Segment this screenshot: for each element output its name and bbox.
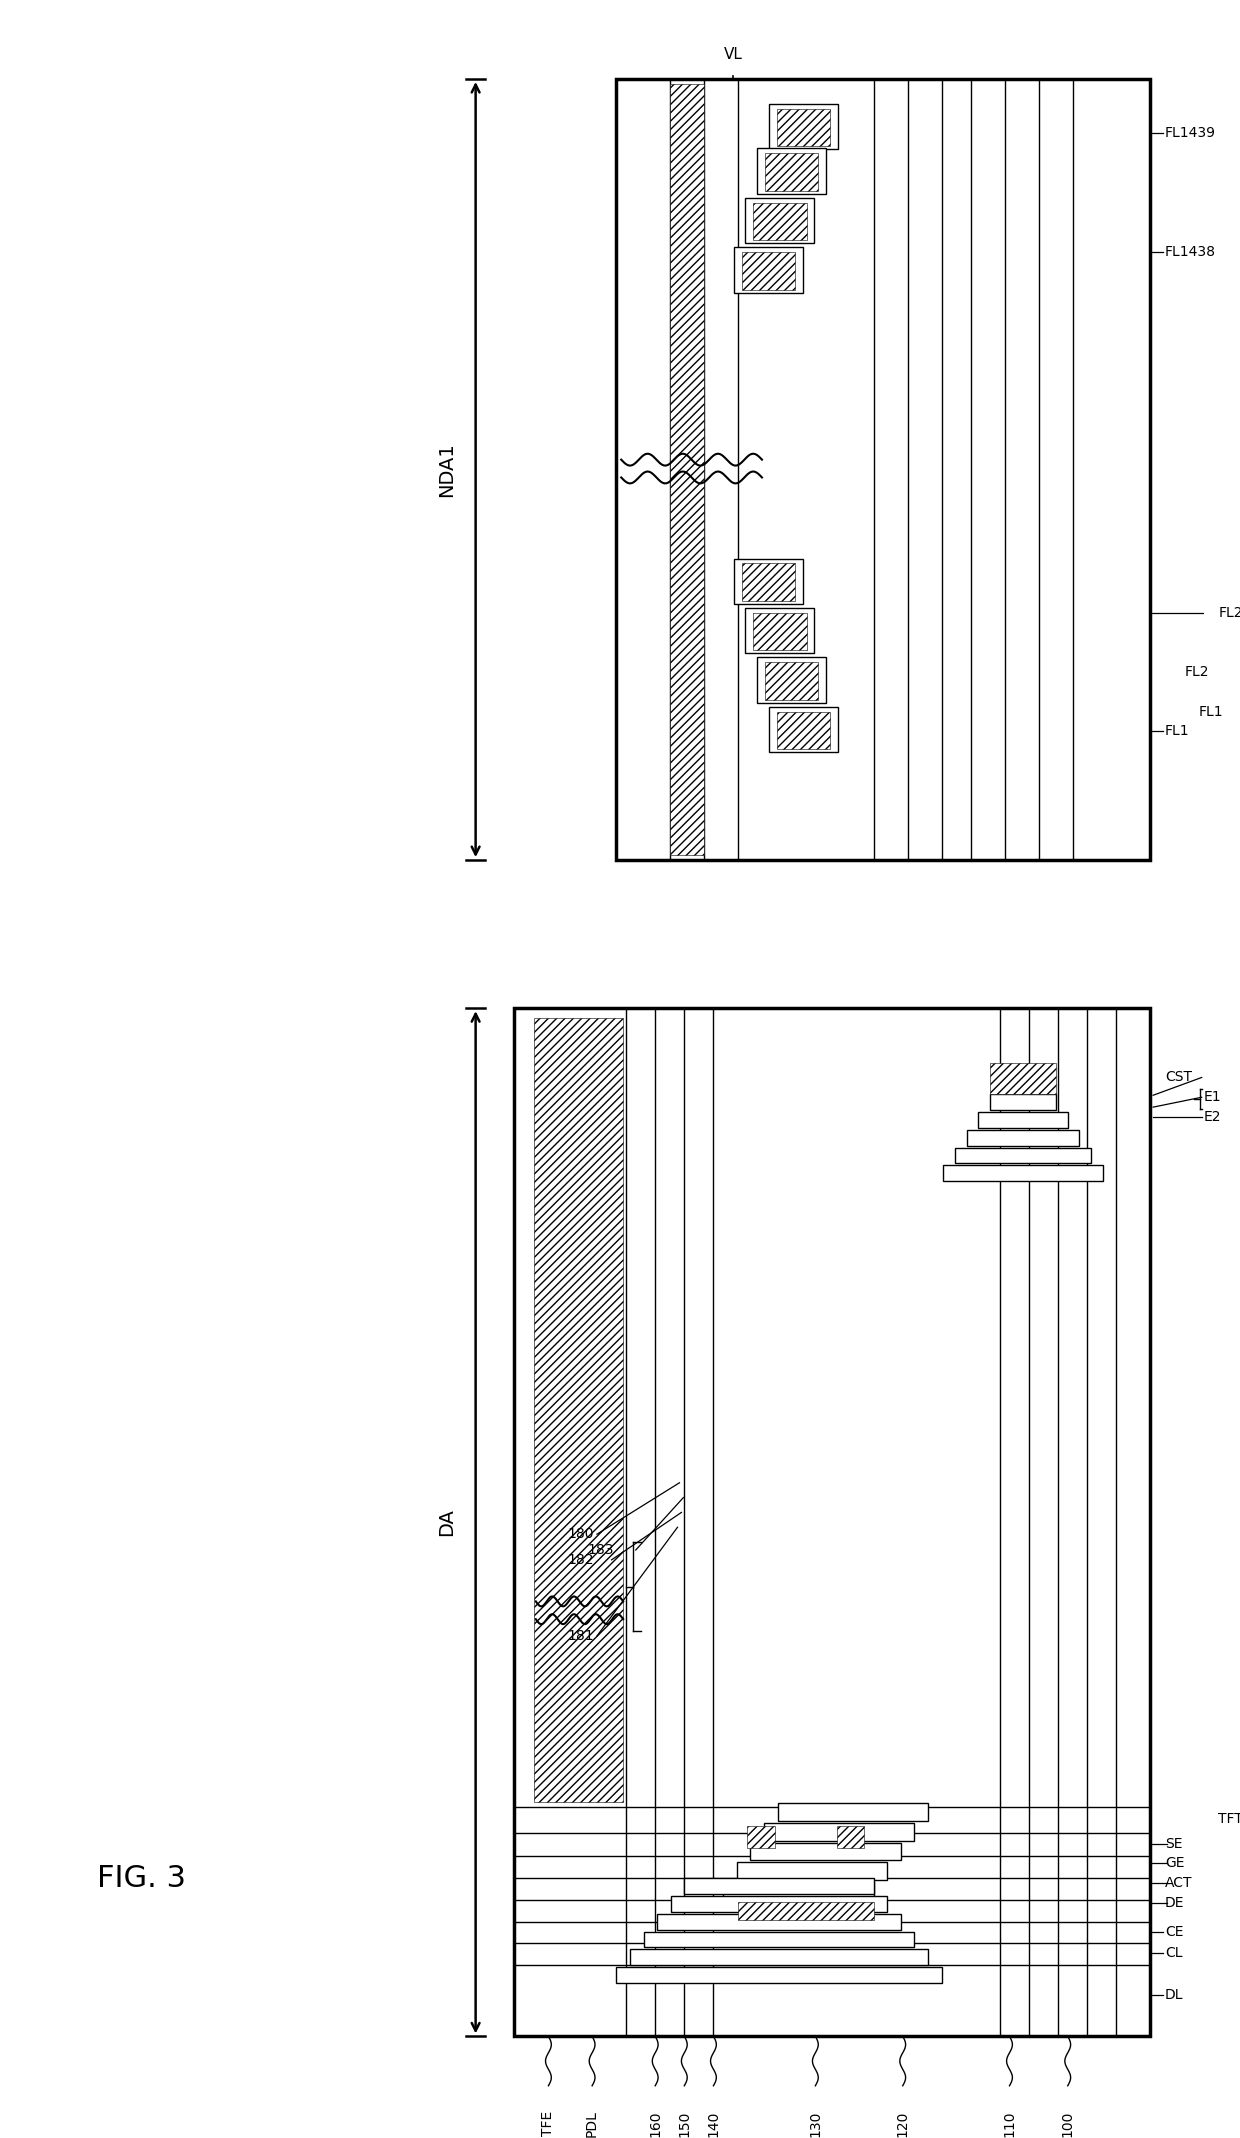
Bar — [671, 1896, 887, 1911]
Text: GE: GE — [1164, 1856, 1184, 1871]
Bar — [630, 1950, 928, 1965]
Bar — [742, 564, 795, 601]
Bar — [723, 1881, 874, 1901]
Bar — [734, 248, 802, 293]
Text: FL1: FL1 — [1199, 706, 1224, 718]
Text: NDA1: NDA1 — [436, 443, 456, 496]
Text: DE: DE — [1164, 1896, 1184, 1909]
Text: CL: CL — [1164, 1946, 1182, 1961]
Bar — [764, 1824, 914, 1841]
Text: TFT: TFT — [1218, 1811, 1240, 1826]
Text: TFE: TFE — [542, 2110, 556, 2136]
Text: 100: 100 — [1060, 2110, 1075, 2136]
Text: 180: 180 — [568, 1527, 594, 1541]
Bar — [967, 1129, 1079, 1146]
Bar — [515, 1009, 1151, 2035]
Bar — [753, 614, 807, 650]
Bar — [737, 1862, 887, 1879]
Bar — [769, 105, 838, 150]
Text: 110: 110 — [1002, 2110, 1017, 2138]
Text: E2: E2 — [1204, 1110, 1221, 1125]
Bar — [758, 148, 826, 195]
Bar — [978, 1112, 1068, 1129]
Bar — [742, 252, 795, 289]
Bar — [738, 1903, 874, 1920]
Text: FL2: FL2 — [1184, 665, 1209, 680]
Bar — [758, 656, 826, 703]
Bar — [765, 154, 818, 190]
Bar — [955, 1148, 1091, 1163]
Text: FIG. 3: FIG. 3 — [97, 1864, 186, 1892]
Bar — [777, 1802, 928, 1822]
Text: DL: DL — [1164, 1988, 1183, 2001]
Text: E1: E1 — [1204, 1090, 1221, 1103]
Text: DA: DA — [436, 1509, 456, 1537]
Text: FL1439: FL1439 — [1164, 126, 1215, 141]
Text: PDL: PDL — [585, 2110, 599, 2138]
Text: FL2: FL2 — [1218, 605, 1240, 620]
Text: FL1: FL1 — [1164, 725, 1189, 738]
Text: CE: CE — [1164, 1924, 1183, 1939]
Bar — [990, 1063, 1056, 1095]
Text: 150: 150 — [677, 2110, 692, 2136]
Text: 182: 182 — [568, 1552, 594, 1567]
Bar — [670, 83, 704, 855]
Bar — [745, 197, 815, 244]
Bar — [616, 79, 1151, 859]
Bar — [944, 1165, 1102, 1182]
Text: 160: 160 — [649, 2110, 662, 2138]
Bar — [776, 712, 830, 748]
Bar — [776, 109, 830, 145]
Text: 130: 130 — [808, 2110, 822, 2136]
Text: 140: 140 — [707, 2110, 720, 2136]
Bar — [748, 1826, 775, 1847]
Bar — [616, 1967, 941, 1982]
Bar — [769, 708, 838, 753]
Text: SE: SE — [1164, 1837, 1182, 1852]
Bar — [644, 1931, 914, 1948]
Text: 181: 181 — [568, 1629, 594, 1642]
Bar — [534, 1018, 624, 1802]
Text: CST: CST — [1164, 1071, 1192, 1084]
Text: 120: 120 — [895, 2110, 910, 2136]
Text: ACT: ACT — [1164, 1877, 1193, 1890]
Bar — [684, 1877, 874, 1894]
Bar — [837, 1826, 864, 1847]
Bar — [734, 558, 802, 603]
Bar — [745, 607, 815, 654]
Bar — [990, 1095, 1056, 1110]
Bar — [657, 1914, 900, 1931]
Text: VL: VL — [723, 47, 743, 62]
Bar — [750, 1843, 900, 1860]
Bar — [765, 663, 818, 699]
Bar — [753, 203, 807, 239]
Text: 183: 183 — [588, 1544, 614, 1556]
Text: FL1438: FL1438 — [1164, 246, 1215, 259]
